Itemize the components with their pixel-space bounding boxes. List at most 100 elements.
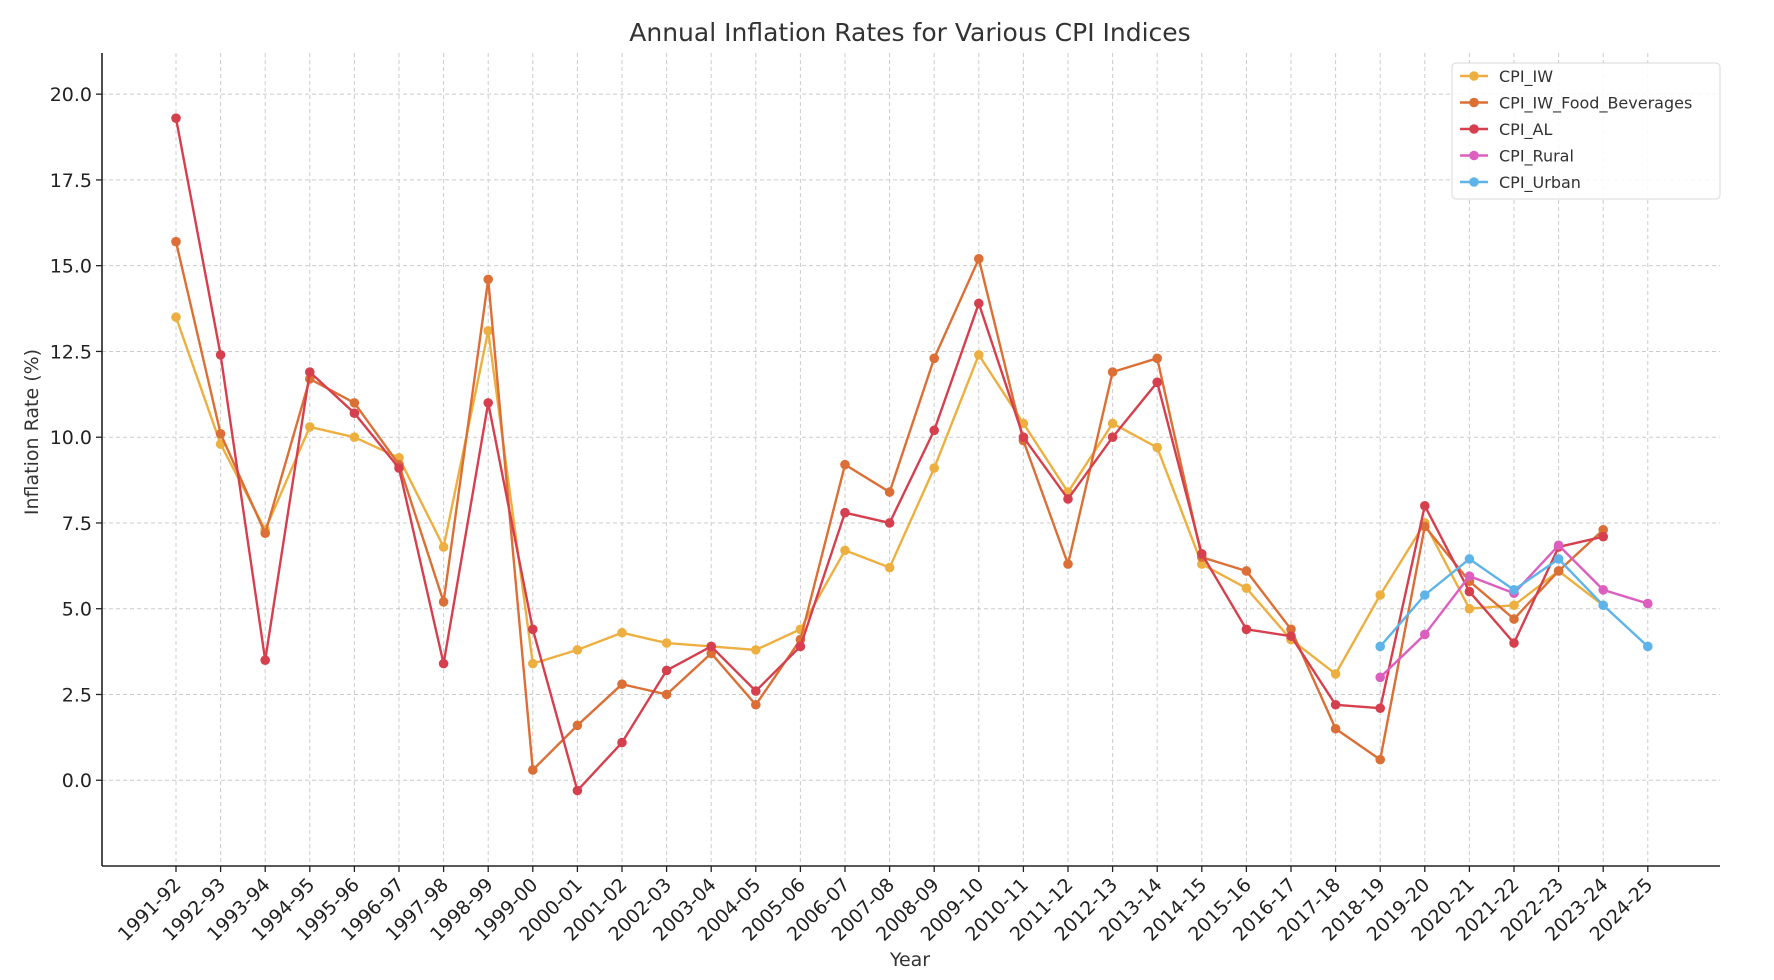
y-tick-label: 15.0 xyxy=(50,256,92,278)
legend-label: CPI_IW_Food_Beverages xyxy=(1499,94,1692,114)
data-point-cpi-iw xyxy=(751,645,761,655)
data-point-cpi-iw xyxy=(884,562,895,573)
data-point-cpi-al xyxy=(1598,531,1608,542)
data-point-cpi-iw xyxy=(349,432,360,443)
axes xyxy=(101,53,1720,867)
data-point-cpi-al xyxy=(661,665,672,676)
data-point-cpi-al xyxy=(1286,631,1296,641)
data-point-cpi-al xyxy=(438,658,449,669)
data-point-cpi-al xyxy=(1330,699,1341,710)
legend-label: CPI_Rural xyxy=(1499,147,1574,167)
data-point-cpi-al xyxy=(528,624,538,635)
data-point-cpi-iw xyxy=(1375,590,1385,600)
data-point-cpi-al xyxy=(1063,494,1073,504)
data-point-cpi-iw xyxy=(661,638,672,648)
data-point-cpi-al xyxy=(483,398,494,408)
data-point-cpi-iw-food-beverages xyxy=(974,254,984,264)
data-point-cpi-rural xyxy=(1643,598,1653,609)
data-point-cpi-iw xyxy=(483,326,494,336)
legend-swatch-marker xyxy=(1469,124,1479,134)
legend-label: CPI_Urban xyxy=(1499,173,1581,193)
data-point-cpi-al xyxy=(974,298,984,309)
data-point-cpi-urban xyxy=(1553,554,1564,564)
data-point-cpi-iw xyxy=(617,627,627,638)
legend: CPI_IW CPI_IW_Food_Beverages CPI_AL CPI_Rur… xyxy=(1451,62,1721,200)
data-point-cpi-iw xyxy=(305,422,315,432)
y-tick-label: 5.0 xyxy=(62,599,92,621)
data-point-cpi-al xyxy=(1509,638,1519,648)
y-tick-label: 2.5 xyxy=(62,684,92,706)
data-point-cpi-iw-food-beverages xyxy=(260,528,271,539)
data-point-cpi-rural xyxy=(1553,540,1564,551)
data-point-cpi-urban xyxy=(1598,600,1608,611)
x-axis-label: Year xyxy=(889,949,930,971)
data-point-cpi-iw-food-beverages xyxy=(349,398,360,408)
data-point-cpi-al xyxy=(305,367,315,377)
data-point-cpi-al xyxy=(1375,703,1385,714)
y-tick-label: 17.5 xyxy=(50,170,92,192)
legend-item: CPI_Rural xyxy=(1460,147,1574,167)
data-point-cpi-iw-food-beverages xyxy=(1063,559,1073,569)
data-point-cpi-iw xyxy=(438,542,449,552)
data-point-cpi-iw-food-beverages xyxy=(1509,614,1519,624)
data-point-cpi-urban xyxy=(1464,554,1475,564)
data-point-cpi-iw-food-beverages xyxy=(751,699,761,710)
legend-box xyxy=(1451,62,1721,200)
data-point-cpi-iw-food-beverages xyxy=(171,236,181,247)
data-point-cpi-iw-food-beverages xyxy=(1598,525,1608,535)
data-point-cpi-al xyxy=(1152,377,1162,388)
data-point-cpi-iw-food-beverages xyxy=(215,428,226,439)
data-point-cpi-al xyxy=(617,737,627,748)
legend-swatch-marker xyxy=(1469,71,1479,81)
data-point-cpi-al xyxy=(1420,501,1430,511)
data-point-cpi-al xyxy=(1464,586,1475,597)
y-axis-label: Inflation Rate (%) xyxy=(21,349,43,515)
data-point-cpi-al xyxy=(929,425,939,436)
data-point-cpi-al xyxy=(349,408,360,418)
legend-item: CPI_IW xyxy=(1460,67,1553,87)
data-point-cpi-urban xyxy=(1420,590,1430,600)
legend-item: CPI_Urban xyxy=(1460,173,1581,193)
data-point-cpi-iw-food-beverages xyxy=(1286,624,1296,635)
data-point-cpi-iw-food-beverages xyxy=(1330,723,1341,734)
data-point-cpi-al xyxy=(706,641,716,652)
legend-swatch-marker xyxy=(1469,177,1479,187)
data-point-cpi-iw xyxy=(840,545,850,556)
data-point-cpi-iw xyxy=(1509,600,1519,611)
series-layer xyxy=(171,113,1653,796)
data-point-cpi-iw xyxy=(171,312,181,322)
y-tick-label: 12.5 xyxy=(50,341,92,363)
data-point-cpi-iw-food-beverages xyxy=(1375,754,1385,765)
series-cpi-urban xyxy=(1375,554,1653,652)
data-point-cpi-iw xyxy=(572,645,583,655)
data-point-cpi-iw-food-beverages xyxy=(1420,521,1430,532)
data-point-cpi-iw-food-beverages xyxy=(884,487,895,497)
data-point-cpi-urban xyxy=(1509,585,1519,595)
y-tick-label: 0.0 xyxy=(62,770,92,792)
data-point-cpi-al xyxy=(572,785,583,796)
data-point-cpi-al xyxy=(394,463,404,473)
data-point-cpi-rural xyxy=(1464,571,1475,581)
legend-label: CPI_IW xyxy=(1499,67,1553,87)
data-point-cpi-rural xyxy=(1420,629,1430,640)
data-point-cpi-rural xyxy=(1598,585,1608,595)
chart-title: Annual Inflation Rates for Various CPI I… xyxy=(629,18,1190,47)
y-tick-label: 10.0 xyxy=(50,427,92,449)
legend-swatch-marker xyxy=(1469,97,1479,108)
data-point-cpi-al xyxy=(1241,624,1252,635)
data-point-cpi-iw xyxy=(974,350,984,360)
data-point-cpi-iw-food-beverages xyxy=(1152,353,1162,364)
data-point-cpi-urban xyxy=(1375,641,1385,652)
data-point-cpi-iw xyxy=(929,463,939,473)
data-point-cpi-iw-food-beverages xyxy=(661,689,672,700)
data-point-cpi-al xyxy=(795,641,806,652)
data-point-cpi-al xyxy=(751,686,761,696)
data-point-cpi-iw-food-beverages xyxy=(706,648,716,659)
data-point-cpi-iw-food-beverages xyxy=(840,459,850,470)
data-point-cpi-al xyxy=(1107,432,1118,443)
legend-swatch-marker xyxy=(1469,150,1479,161)
data-point-cpi-iw xyxy=(1152,442,1162,453)
data-point-cpi-al xyxy=(171,113,181,123)
data-point-cpi-urban xyxy=(1643,641,1653,652)
